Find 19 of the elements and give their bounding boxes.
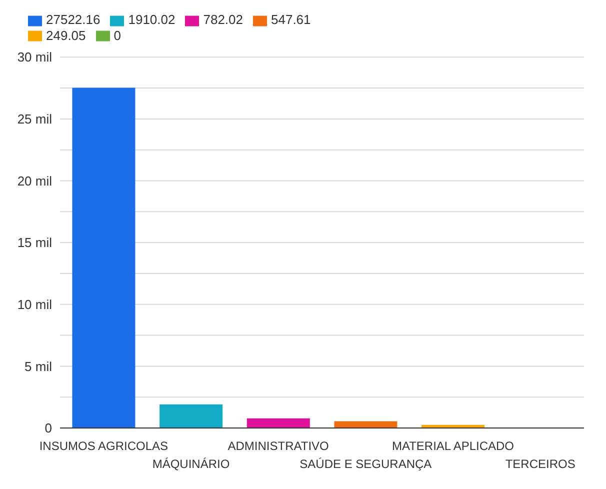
y-tick-label: 25 mil [17, 112, 52, 127]
y-tick-label: 15 mil [17, 235, 52, 250]
legend-label: 1910.02 [128, 12, 176, 27]
legend-label: 547.61 [271, 12, 311, 27]
y-tick-label: 20 mil [17, 173, 52, 188]
x-tick-label: ADMINISTRATIVO [228, 439, 329, 453]
legend-label: 782.02 [203, 12, 243, 27]
legend-label: 0 [114, 28, 121, 43]
y-tick-label: 10 mil [17, 296, 52, 312]
legend-label: 249.05 [46, 28, 86, 43]
y-tick-label: 5 mil [24, 358, 52, 374]
y-tick-label: 30 mil [17, 50, 52, 65]
x-tick-label: MÁQUINÁRIO [152, 457, 230, 471]
x-tick-label: INSUMOS AGRICOLAS [39, 439, 168, 453]
y-tick-label: 0 [44, 420, 52, 436]
x-tick-label: TERCEIROS [505, 457, 576, 471]
x-tick-label: SAÚDE E SEGURANÇA [300, 457, 432, 471]
legend-label: 27522.16 [46, 12, 100, 27]
x-tick-label: MATERIAL APLICADO [392, 439, 514, 453]
